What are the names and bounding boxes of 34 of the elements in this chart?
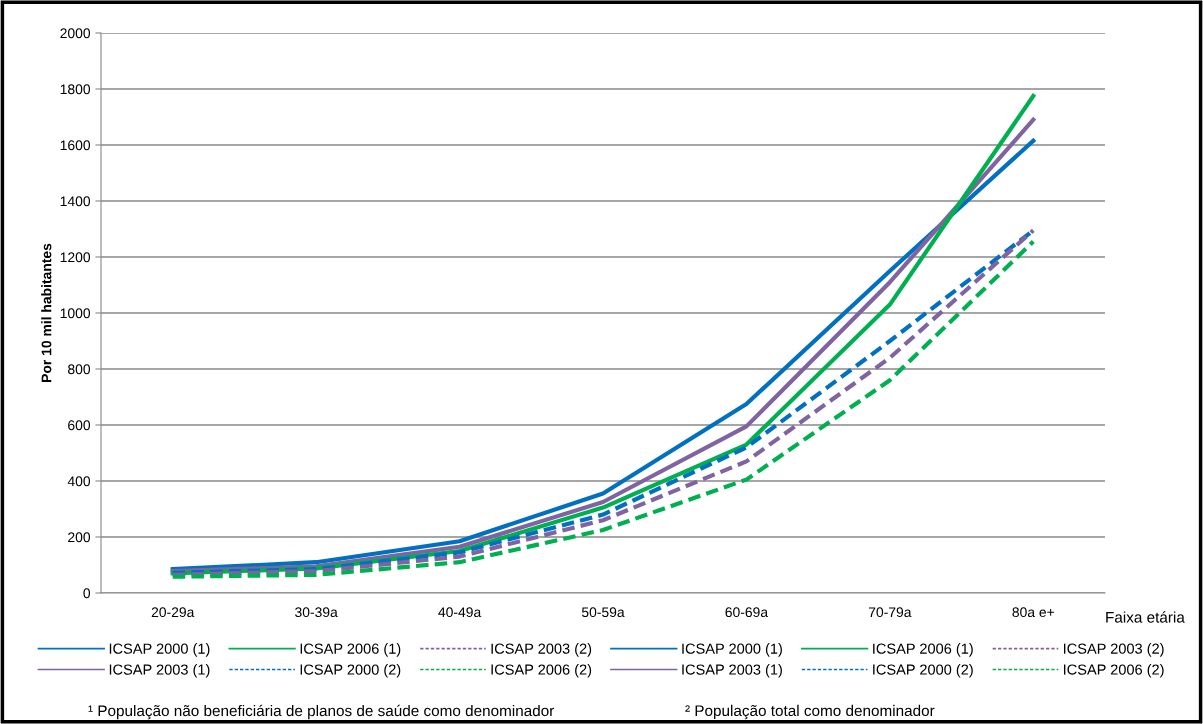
- x-tick-label: 80a e+: [1012, 607, 1055, 618]
- x-tick-label: 50-59a: [581, 607, 625, 618]
- y-tick-label: 400: [67, 476, 91, 487]
- x-tick-label: 70-79a: [868, 607, 912, 618]
- text: ICSAP 2003 (1): [682, 664, 782, 678]
- y-tick-label: 1000: [60, 308, 91, 319]
- text: ² População total como denominador: [685, 704, 935, 720]
- x-tick-label: 30-39a: [295, 607, 338, 618]
- legend-label: ICSAP 2000 (1): [109, 643, 210, 657]
- y-tick-label: 2000: [60, 28, 91, 39]
- y-tick-label: 200: [68, 532, 91, 543]
- y-tick-label: 1400: [60, 196, 91, 207]
- x-axis-title: Faixa etária: [1106, 611, 1185, 623]
- y-tick-label: 1200: [60, 252, 91, 263]
- y-tick-label: 800: [68, 364, 91, 375]
- x-tick-label: 60-69a: [725, 607, 769, 618]
- legend-label: ICSAP 2003 (2): [491, 643, 592, 657]
- text: ICSAP 2006 (2): [1063, 664, 1164, 678]
- text: ¹ População não beneficiária de planos de saúde como denominador: [88, 704, 555, 720]
- y-tick-label: 0: [83, 588, 91, 599]
- text: ICSAP 2000 (2): [873, 664, 973, 678]
- legend-label: ICSAP 2003 (1): [109, 664, 210, 678]
- y-tick-label: 600: [68, 420, 91, 431]
- text: ICSAP 2000 (1): [682, 643, 782, 657]
- text: ICSAP 2006 (1): [873, 643, 973, 657]
- x-tick-label: 20-29a: [151, 607, 195, 618]
- y-tick-label: 1800: [60, 84, 91, 95]
- legend-label: ICSAP 2006 (2): [491, 664, 592, 678]
- text: ICSAP 2003 (2): [1063, 643, 1164, 657]
- x-tick-label: 40-49a: [438, 607, 482, 618]
- y-axis-title: Por 10 mil habitantes: [41, 243, 52, 382]
- y-tick-label: 1600: [60, 140, 91, 151]
- legend-label: ICSAP 2000 (2): [300, 664, 401, 678]
- legend-label: ICSAP 2006 (1): [300, 643, 401, 657]
